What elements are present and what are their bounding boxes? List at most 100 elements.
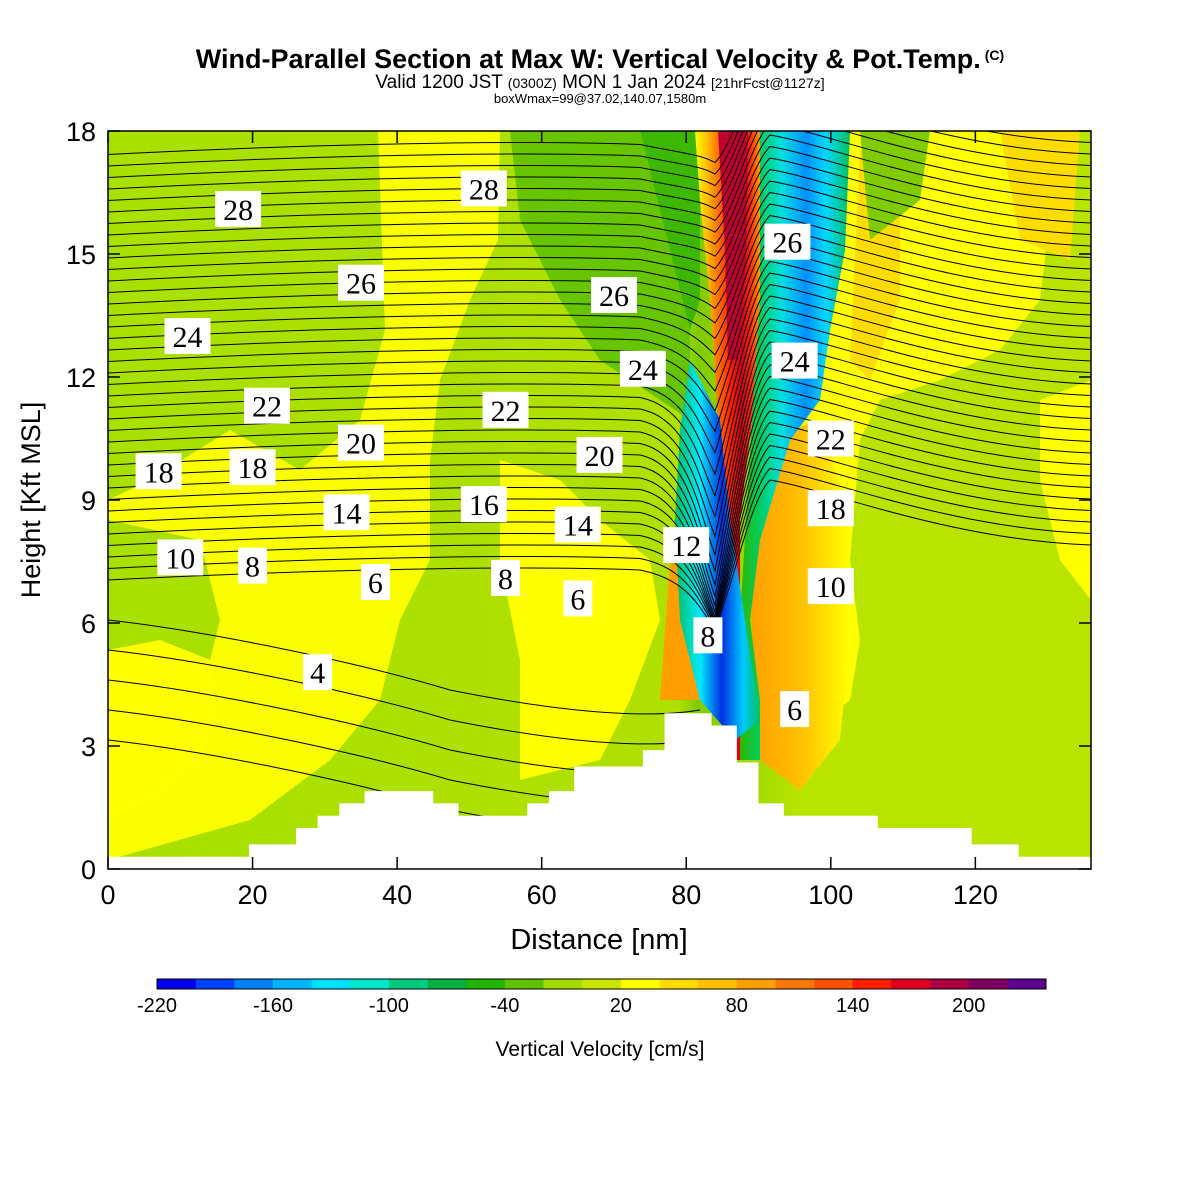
- theta-contour: [108, 226, 1091, 356]
- contour-label-box: [576, 436, 623, 473]
- contour-label: 26: [599, 280, 629, 313]
- theta-contour: [108, 214, 1091, 340]
- theta-contour: [108, 283, 1091, 454]
- x-tick-label: 20: [238, 880, 268, 910]
- colorbar-swatch: [350, 979, 390, 989]
- x-tick-label: 80: [671, 880, 701, 910]
- theta-contour-low: [108, 649, 701, 745]
- contour-label: 14: [332, 497, 362, 530]
- colorbar-swatch: [504, 979, 545, 989]
- colorbar-swatch: [543, 979, 583, 989]
- theta-contour: [108, 131, 1091, 233]
- contour-label-box: [807, 568, 854, 605]
- contour-label-box: [164, 318, 211, 354]
- colorbar-swatch: [195, 979, 235, 989]
- contour-label-box: [244, 387, 291, 424]
- contour-label: 8: [700, 620, 715, 653]
- y-tick-label: 9: [81, 486, 96, 516]
- contour-label-box: [491, 559, 521, 596]
- colorbar-tick-label: 200: [952, 995, 985, 1017]
- colorbar-swatch: [311, 979, 351, 989]
- terrain: [108, 713, 1091, 869]
- contour-label: 10: [165, 542, 195, 575]
- x-axis-label: Distance [nm]: [510, 924, 687, 956]
- valid-time-line: Valid 1200 JST (0300Z) MON 1 Jan 2024 [2…: [0, 72, 1200, 94]
- contour-label: 22: [816, 424, 846, 457]
- colorbar-swatch: [814, 979, 854, 989]
- contour-label: 26: [346, 268, 376, 301]
- valid-utc: (0300Z): [507, 75, 557, 91]
- contour-label: 14: [563, 510, 593, 543]
- contour-label-box: [337, 424, 384, 461]
- contour-label: 28: [469, 173, 499, 206]
- theta-contour: [108, 398, 1091, 614]
- y-tick-label: 3: [81, 732, 96, 762]
- colorbar-swatch: [582, 979, 622, 989]
- contour-label-box: [807, 420, 854, 457]
- contour-label-box: [360, 564, 390, 600]
- contour-label-box: [238, 547, 268, 584]
- contour-label-box: [303, 654, 333, 691]
- contour-label: 24: [628, 354, 658, 387]
- contour-label-box: [229, 449, 276, 486]
- contour-label-box: [693, 617, 723, 654]
- colorbar-tick-label: 80: [726, 995, 748, 1017]
- contour-label-box: [563, 580, 593, 617]
- colorbar-frame: [156, 978, 1047, 990]
- x-tick-label: 100: [808, 880, 853, 910]
- contour-label: 16: [469, 489, 499, 522]
- contour-label-box: [619, 350, 666, 387]
- theta-contour: [108, 157, 1091, 270]
- contour-labels: 28 28 26 26 26 24 24 24 22 22 22 20 20 18 18 18 16 14 14 12…: [135, 170, 854, 728]
- contour-label-box: [215, 190, 262, 227]
- contour-label-box: [460, 170, 507, 207]
- box-info: boxWmax=99@37.02,140.07,1580m: [493, 91, 707, 106]
- colorbar-swatch: [930, 979, 970, 989]
- colorbar-swatch: [852, 979, 892, 989]
- contour-label-box: [157, 539, 204, 576]
- colorbar-swatch: [698, 979, 738, 989]
- theta-contour: [108, 341, 1091, 557]
- theta-contour: [108, 131, 1091, 175]
- axes: 0 20 40 60 80 100 120 0 3 6 9 12 15 18: [66, 117, 1091, 910]
- theta-contour: [108, 318, 1091, 519]
- contour-label: 24: [780, 346, 810, 379]
- colorbar-swatch: [736, 979, 776, 989]
- contour-label: 20: [585, 440, 615, 473]
- colorbar-swatch: [388, 979, 429, 989]
- theta-contour: [108, 421, 1091, 622]
- colorbar-swatch: [272, 979, 313, 989]
- x-tick-label: 0: [100, 880, 115, 910]
- x-tick-label: 60: [527, 880, 557, 910]
- colorbar-tick-label: -220: [137, 995, 177, 1017]
- chart-title-text: Wind-Parallel Section at Max W: Vertical…: [195, 44, 981, 74]
- contour-label: 12: [671, 530, 701, 563]
- theta-contour: [108, 364, 1091, 587]
- contour-label-box: [771, 342, 818, 379]
- colorbar-swatch: [968, 979, 1008, 989]
- theta-contour: [108, 131, 1091, 187]
- vertical-velocity-field: [108, 131, 1091, 869]
- colorbar-swatch: [1007, 979, 1047, 989]
- theta-contour: [108, 306, 1091, 498]
- x-tick-label: 120: [953, 880, 998, 910]
- theta-contour: [108, 145, 1091, 257]
- theta-contour: [108, 168, 1091, 282]
- y-tick-label: 18: [66, 117, 96, 147]
- theta-contour-low: [108, 619, 701, 715]
- colorbar-tick-label: 140: [836, 995, 869, 1017]
- contour-label-box: [135, 453, 182, 490]
- contour-label-box: [764, 223, 811, 260]
- contour-label: 28: [223, 194, 253, 227]
- colorbar-swatch: [466, 979, 506, 989]
- colorbar-swatch: [891, 979, 931, 989]
- colorbar-swatch: [620, 979, 660, 989]
- colorbar-tick-label: -160: [253, 995, 293, 1017]
- theta-contour: [108, 272, 1091, 433]
- contour-label-box: [323, 494, 370, 531]
- contour-label: 8: [245, 551, 260, 584]
- y-axis-label: Height [Kft MSL]: [16, 402, 46, 599]
- valid-date: MON 1 Jan 2024: [562, 72, 706, 93]
- contour-label: 18: [816, 493, 846, 526]
